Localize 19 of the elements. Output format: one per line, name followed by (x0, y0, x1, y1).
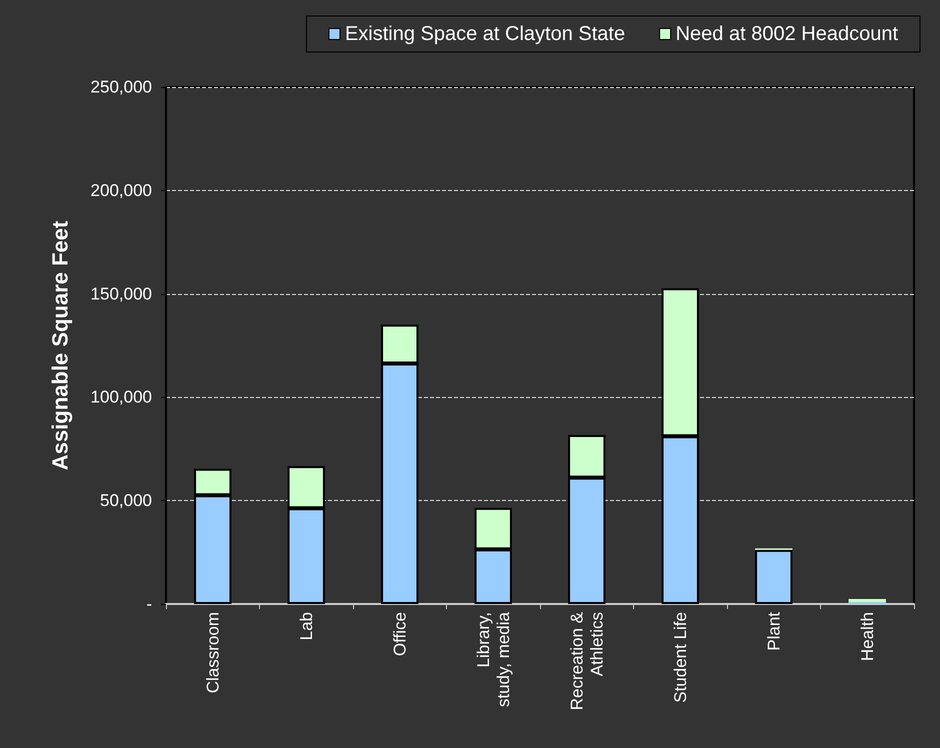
x-tick-label: Library, study, media (474, 611, 513, 708)
x-tick-label: Health (858, 612, 877, 662)
bar (755, 550, 792, 604)
x-tick-label: Student Life (670, 612, 690, 703)
y-tick-label: 200,000 (90, 180, 152, 200)
x-tick-label: Recreation & Athletics (567, 611, 606, 710)
x-tick-label: Plant (764, 612, 784, 651)
y-axis-title: Assignable Square Feet (48, 220, 72, 470)
x-tick-label: Office (390, 612, 410, 656)
x-tick-label: Lab (296, 612, 316, 640)
bar (848, 599, 886, 602)
y-tick-label: 100,000 (90, 388, 152, 407)
y-tick-label: 250,000 (90, 78, 152, 96)
legend-label: Need at 8002 Headcount (676, 23, 898, 45)
y-tick-label: 50,000 (100, 491, 152, 510)
y-tick-label: 150,000 (90, 284, 152, 304)
legend-label: Existing Space at Clayton State (344, 23, 626, 45)
x-tick-label: Classroom (203, 612, 222, 694)
y-tick-label: - (146, 594, 152, 614)
